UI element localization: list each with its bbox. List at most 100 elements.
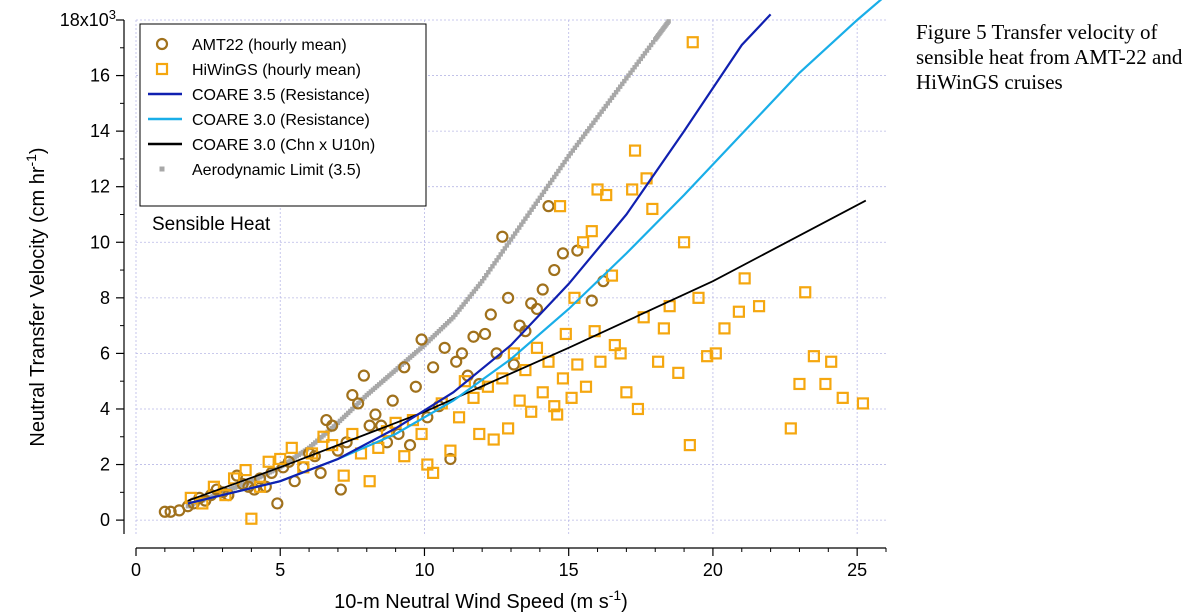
data-point (657, 322, 670, 335)
data-point (185, 504, 191, 509)
data-point (512, 231, 518, 236)
data-point (525, 405, 538, 418)
data-point (459, 304, 464, 310)
y-tick-label: 2 (100, 455, 110, 475)
data-point (565, 391, 578, 404)
data-point (486, 270, 491, 275)
data-point (372, 441, 385, 454)
data-point (455, 347, 469, 360)
data-point (369, 408, 382, 421)
data-point (628, 70, 633, 75)
data-point (478, 327, 492, 341)
data-point (415, 333, 428, 346)
data-point (529, 207, 534, 212)
data-point (609, 95, 615, 100)
data-point (487, 433, 500, 446)
data-point (521, 219, 526, 224)
data-point (158, 505, 171, 518)
data-point (450, 355, 463, 368)
data-point (570, 148, 576, 153)
data-point (624, 76, 629, 81)
data-point (541, 189, 547, 195)
data-point (488, 267, 493, 272)
data-point (672, 366, 685, 379)
data-point (631, 402, 645, 416)
data-point (444, 444, 457, 457)
data-point (326, 419, 339, 432)
data-point (314, 466, 327, 479)
axes-layer: 0 5 10 15 20 25 0 2 4 6 8 10 12 14 16 18x103 10-m Neutra… (23, 7, 887, 613)
data-point (558, 165, 563, 171)
data-point (548, 263, 561, 277)
data-point (514, 228, 520, 233)
data-point (568, 151, 573, 156)
data-point (346, 388, 359, 402)
data-point (473, 377, 486, 391)
data-point (427, 466, 440, 479)
data-point (504, 243, 510, 248)
y-axis-title: Neutral Transfer Velocity (cm hr-1) (23, 147, 49, 446)
data-point (600, 188, 613, 202)
series-2 (187, 13, 772, 505)
data-point (274, 452, 287, 466)
data-point (484, 308, 497, 321)
data-point (427, 361, 440, 374)
data-point (527, 210, 532, 215)
data-point (591, 120, 596, 125)
data-point (578, 137, 584, 142)
data-point (738, 272, 751, 285)
data-point (807, 350, 820, 363)
data-point (363, 475, 376, 488)
data-point (630, 67, 635, 73)
data-point (579, 380, 593, 393)
data-point (475, 284, 481, 289)
data-point (836, 391, 849, 404)
series-1 (184, 36, 870, 525)
data-point (536, 386, 549, 399)
y-tick-label: 18x103 (60, 7, 116, 30)
data-point (613, 90, 619, 95)
data-point (614, 347, 627, 360)
data-point (523, 216, 528, 221)
data-point (502, 422, 515, 435)
data-point (537, 195, 543, 201)
data-point (188, 503, 193, 508)
data-point (550, 177, 555, 183)
data-point (500, 249, 505, 254)
y-tick-label: 10 (90, 232, 110, 252)
data-point (496, 255, 501, 260)
data-point (196, 497, 209, 510)
data-point (245, 512, 258, 525)
data-point (403, 438, 417, 452)
data-point (473, 427, 486, 441)
data-point (652, 355, 665, 368)
data-point (533, 201, 538, 206)
data-point (603, 103, 608, 109)
data-point (585, 294, 598, 307)
data-point (620, 386, 633, 399)
data-point (479, 278, 485, 284)
x-tick-label: 5 (275, 560, 285, 580)
data-point (444, 452, 457, 466)
series-4 (187, 199, 867, 502)
data-point (640, 53, 646, 59)
data-point (564, 156, 569, 162)
data-point (644, 48, 650, 53)
sensible-heat-annotation: Sensible Heat (152, 214, 271, 235)
y-tick-label: 8 (100, 288, 110, 308)
data-point (552, 174, 557, 180)
data-point (595, 115, 600, 120)
data-point (585, 128, 590, 134)
legend-marker (155, 62, 169, 76)
data-point (556, 168, 561, 174)
data-point (510, 234, 516, 239)
data-point (490, 264, 495, 269)
data-point (508, 237, 514, 242)
data-point (666, 19, 671, 24)
data-point (262, 455, 275, 468)
x-tick-label: 25 (847, 560, 867, 580)
data-point (547, 180, 553, 186)
data-point (553, 200, 567, 213)
x-tick-label: 20 (703, 560, 723, 580)
data-point (601, 106, 606, 112)
